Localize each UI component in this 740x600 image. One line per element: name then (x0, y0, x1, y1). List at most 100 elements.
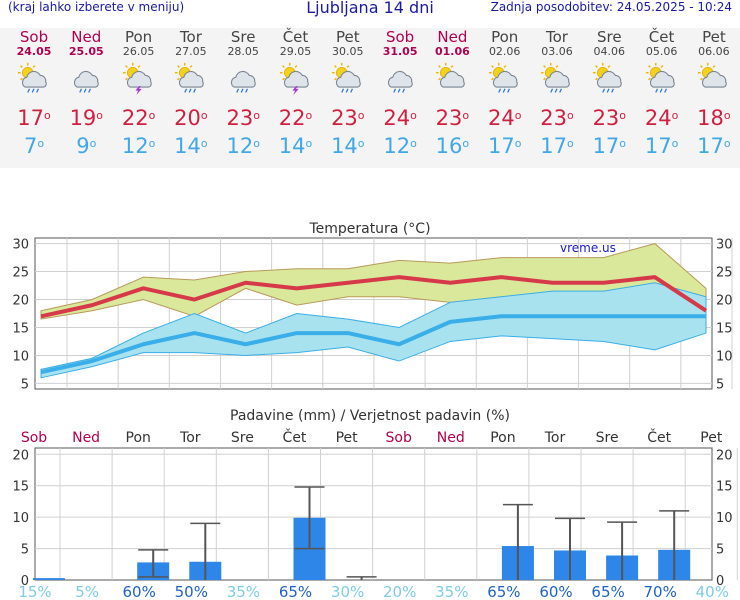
precip-probability: 20% (383, 583, 416, 600)
min-temp: 7o (23, 134, 45, 158)
day-date: 01.06 (434, 45, 470, 58)
precip-x-tick: Tor (179, 430, 201, 446)
precip-chart-title: Padavine (mm) / Verjetnost padavin (%) (230, 408, 510, 424)
min-temp-line (40, 314, 706, 375)
forecast-day: Pon 26.05 22o 12o (113, 28, 165, 160)
max-temp: 23o (540, 106, 574, 130)
forecast-day: Ned 25.05 19o 9o (60, 28, 112, 160)
day-date: 31.05 (382, 45, 418, 58)
min-temp: 16o (435, 134, 470, 158)
precip-probability: 60% (539, 583, 572, 600)
precip-x-tick: Pet (700, 430, 723, 446)
day-date: 03.06 (541, 45, 573, 58)
precip-probability: 60% (123, 583, 156, 600)
day-name: Sob (385, 28, 415, 46)
sun-cloud-rain-icon (531, 62, 583, 96)
forecast-day: Čet 05.06 24o 17o (636, 28, 688, 160)
precip-bar (33, 578, 65, 580)
day-date: 04.06 (593, 45, 626, 58)
top-bar: (kraj lahko izberete v meniju) Ljubljana… (0, 0, 740, 20)
precip-y-tick-left: 20 (12, 448, 29, 463)
daily-forecast-strip: Sob 24.05 17o 7o Ned 25.05 19o 9o Pon 26.05 22o 12o… (0, 28, 740, 168)
max-temp: 22o (278, 106, 313, 130)
max-temp: 23o (435, 106, 470, 130)
min-temp: 12o (226, 134, 260, 158)
forecast-day: Tor 27.05 20o 14o (165, 28, 217, 160)
day-name: Tor (179, 28, 202, 46)
precip-probability: 70% (644, 583, 677, 600)
sun-cloud-thunder-icon (113, 62, 165, 96)
forecast-day: Ned 01.06 23o 16o (426, 28, 478, 160)
day-date: 30.05 (332, 45, 364, 58)
precip-y-tick-right: 5 (716, 543, 724, 558)
precip-y-tick-left: 5 (21, 543, 29, 558)
precip-probability: 40% (696, 583, 729, 600)
max-temp: 17o (17, 106, 51, 130)
precip-x-tick: Čet (647, 428, 671, 446)
precip-y-tick-right: 20 (716, 448, 733, 463)
sun-cloud-icon (688, 62, 740, 96)
temp-y-tick-left: 30 (12, 238, 29, 253)
sun-cloud-thunder-icon (270, 62, 322, 96)
forecast-day: Sob 31.05 24o 12o (374, 28, 426, 160)
sun-cloud-rain-icon (479, 62, 531, 96)
temp-y-tick-right: 25 (716, 266, 733, 281)
day-name: Tor (546, 28, 568, 46)
precip-probability: 15% (18, 583, 51, 600)
max-temp: 23o (331, 106, 365, 130)
precip-probability: 65% (487, 583, 520, 600)
cloud-rain-icon (60, 62, 112, 96)
min-temp: 14o (278, 134, 313, 158)
day-date: 02.06 (488, 45, 521, 58)
precip-y-tick-right: 0 (716, 574, 724, 589)
min-temp: 17o (540, 134, 574, 158)
min-temp: 17o (697, 134, 731, 158)
day-name: Pon (124, 28, 153, 46)
day-date: 29.05 (279, 45, 312, 58)
forecast-day: Pet 30.05 23o 14o (322, 28, 374, 160)
forecast-day: Sre 04.06 23o 17o (583, 28, 635, 160)
cloud-rain-icon (217, 62, 269, 96)
precip-x-tick: Pet (336, 430, 359, 446)
min-temp-range-band (40, 282, 707, 379)
precip-x-tick: Čet (283, 428, 307, 446)
location-hint[interactable]: (kraj lahko izberete v meniju) (8, 0, 185, 14)
cloud-rain-icon (374, 62, 426, 96)
sun-cloud-rain-icon (8, 62, 60, 96)
precip-probability: 5% (75, 583, 99, 600)
precip-probability: 65% (279, 583, 312, 600)
day-date: 28.05 (227, 45, 259, 58)
forecast-day: Sre 28.05 23o 12o (217, 28, 269, 160)
max-temp: 24o (383, 106, 417, 130)
max-temp: 23o (592, 106, 627, 130)
day-name: Pon (491, 28, 519, 46)
precip-x-tick: Pon (490, 430, 515, 446)
precip-probability: 35% (227, 583, 260, 600)
max-temp: 24o (644, 106, 679, 130)
precip-x-tick: Tor (544, 430, 566, 446)
forecast-day: Pon 02.06 24o 17o (479, 28, 531, 160)
day-name: Ned (437, 28, 468, 46)
max-temp: 24o (487, 106, 522, 130)
precip-probability: 35% (435, 583, 468, 600)
precip-probability: 50% (175, 583, 208, 600)
sun-cloud-rain-icon (636, 62, 688, 96)
page-title: Ljubljana 14 dni (306, 0, 434, 17)
min-temp: 14o (174, 134, 208, 158)
day-name: Sob (19, 28, 49, 46)
precip-probability: 65% (591, 583, 624, 600)
day-name: Sre (230, 28, 256, 46)
day-date: 05.06 (645, 45, 678, 58)
temp-y-tick-left: 5 (21, 377, 29, 392)
max-temp: 23o (226, 106, 260, 130)
precip-x-tick: Pon (126, 430, 151, 446)
temp-y-tick-right: 20 (716, 294, 733, 309)
day-name: Čet (282, 28, 309, 46)
precip-x-tick: Ned (72, 430, 100, 446)
forecast-day: Pet 06.06 18o 17o (688, 28, 740, 160)
precip-y-tick-right: 15 (716, 480, 733, 495)
precip-y-tick-left: 15 (12, 480, 29, 495)
min-temp: 17o (644, 134, 679, 158)
sun-cloud-rain-icon (583, 62, 635, 96)
